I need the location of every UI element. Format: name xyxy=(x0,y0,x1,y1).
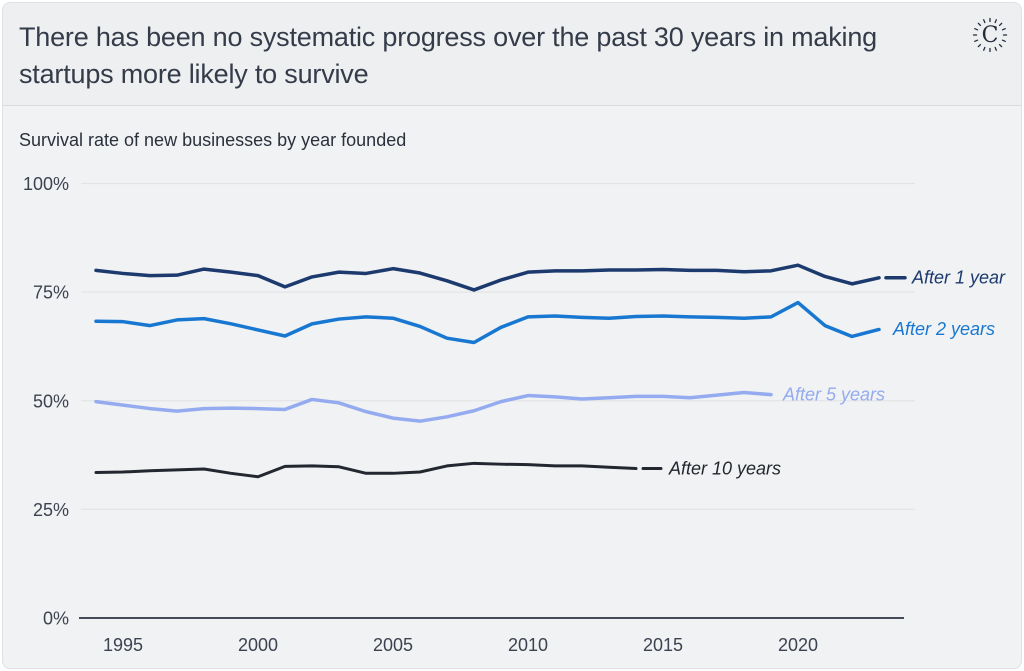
series-line-after-10-years xyxy=(94,461,638,479)
sun-ray-icon xyxy=(998,43,1003,48)
sun-ray-icon xyxy=(998,22,1003,27)
series-line-after-1-year xyxy=(94,263,881,292)
chart-header: There has been no systematic progress ov… xyxy=(3,3,1021,106)
chart-title: There has been no systematic progress ov… xyxy=(19,22,877,89)
line-chart-plot-area: 100% 75% 50% 25% 0% 1995 2000 2005 2010 2015 2020 A… xyxy=(23,174,1006,655)
chart-subtitle: Survival rate of new businesses by year … xyxy=(19,130,407,150)
sunburst-rays-icon xyxy=(972,17,1008,53)
sun-ray-icon xyxy=(983,19,986,24)
publication-logo: C xyxy=(972,17,1008,53)
sun-ray-icon xyxy=(994,19,997,24)
y-tick-label-75: 75% xyxy=(33,283,69,303)
x-tick-label-1995: 1995 xyxy=(103,635,143,655)
series-label-after-5-years: After 5 years xyxy=(782,384,885,404)
sun-ray-icon xyxy=(994,46,997,51)
x-tick-label-2005: 2005 xyxy=(373,635,413,655)
series-label-after-2-years: After 2 years xyxy=(892,319,995,339)
x-tick-label-2015: 2015 xyxy=(643,635,683,655)
series-label-after-10-years: After 10 years xyxy=(668,458,781,478)
y-tick-label-100: 100% xyxy=(23,174,69,194)
sun-ray-icon xyxy=(977,43,982,48)
series-line-after-5-years xyxy=(94,390,773,423)
sun-ray-icon xyxy=(974,39,979,42)
y-tick-label-0: 0% xyxy=(43,609,69,629)
sun-ray-icon xyxy=(1001,39,1006,42)
y-tick-label-25: 25% xyxy=(33,500,69,520)
x-tick-label-2000: 2000 xyxy=(238,635,278,655)
series-line-after-2-years xyxy=(94,300,881,345)
logo-letter: C xyxy=(982,23,999,48)
sun-ray-icon xyxy=(1001,28,1006,31)
series-label-after-1-year: After 1 year xyxy=(911,268,1006,288)
sun-ray-icon xyxy=(974,28,979,31)
x-tick-label-2010: 2010 xyxy=(508,635,548,655)
sun-ray-icon xyxy=(977,22,982,27)
sun-ray-icon xyxy=(983,46,986,51)
x-tick-label-2020: 2020 xyxy=(778,635,818,655)
y-tick-label-50: 50% xyxy=(33,391,69,411)
